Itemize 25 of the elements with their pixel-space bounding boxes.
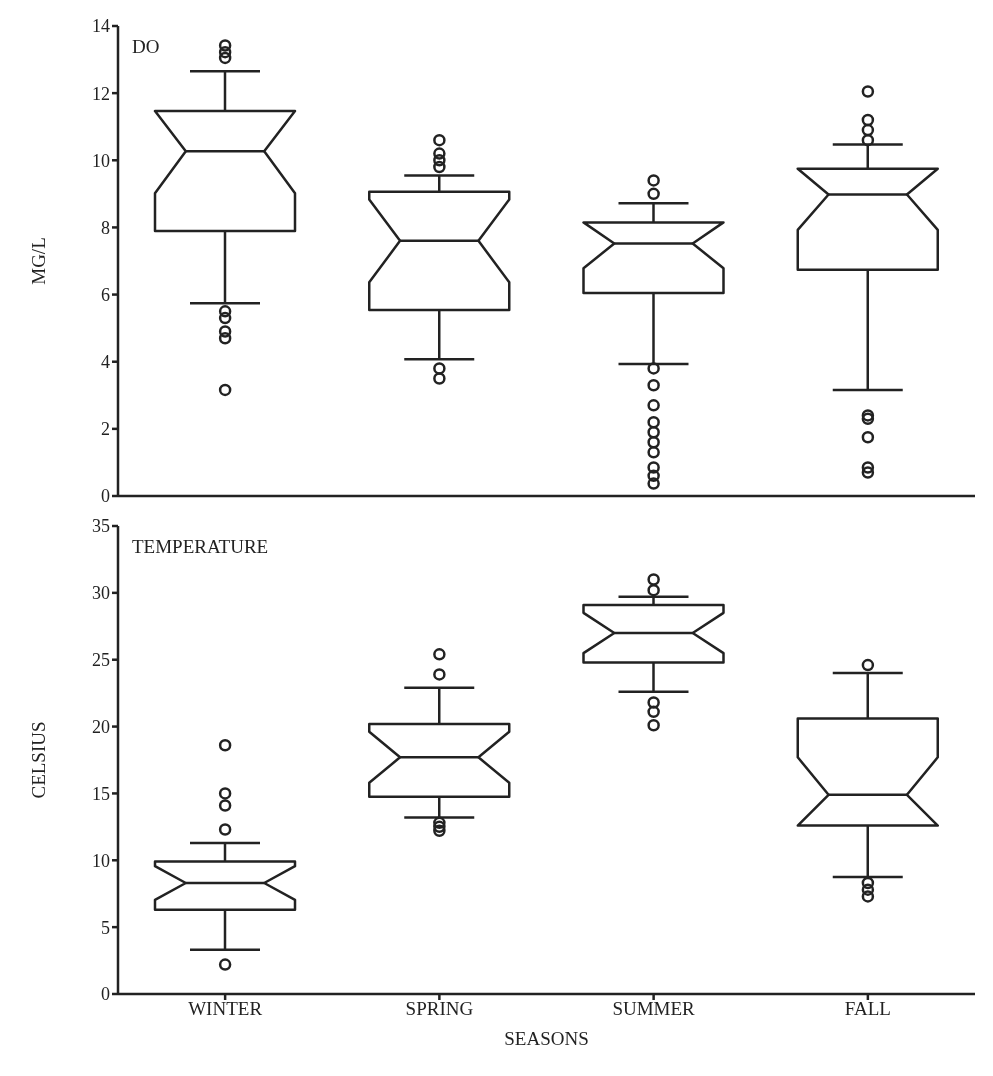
y-axis-title: MG/L: [27, 237, 49, 285]
x-tick-label: SPRING: [405, 998, 474, 1020]
x-axis-title: SEASONS: [504, 1028, 589, 1050]
y-tick-label: 4: [101, 352, 110, 373]
y-tick-label: 25: [92, 650, 110, 671]
y-tick-label: 30: [92, 583, 110, 604]
x-tick-label: SUMMER: [612, 998, 696, 1020]
y-tick-label: 0: [101, 486, 110, 507]
y-tick-label: 6: [101, 284, 110, 305]
y-tick-label: 10: [92, 850, 110, 871]
y-tick-label: 5: [101, 917, 110, 938]
text: DO: [132, 36, 160, 58]
y-tick-label: 8: [101, 217, 110, 238]
y-axis-title: CELSIUS: [27, 721, 49, 799]
y-tick-label: 14: [92, 16, 110, 37]
y-tick-label: 35: [92, 516, 110, 537]
text: TEMPERATURE: [132, 536, 269, 558]
x-tick-label: FALL: [844, 998, 891, 1020]
y-tick-label: 10: [92, 150, 110, 171]
y-tick-label: 0: [101, 984, 110, 1005]
y-tick-label: 12: [92, 83, 110, 104]
y-tick-label: 20: [92, 716, 110, 737]
y-tick-label: 15: [92, 783, 110, 804]
x-tick-label: WINTER: [188, 998, 263, 1020]
y-tick-label: 2: [101, 419, 110, 440]
